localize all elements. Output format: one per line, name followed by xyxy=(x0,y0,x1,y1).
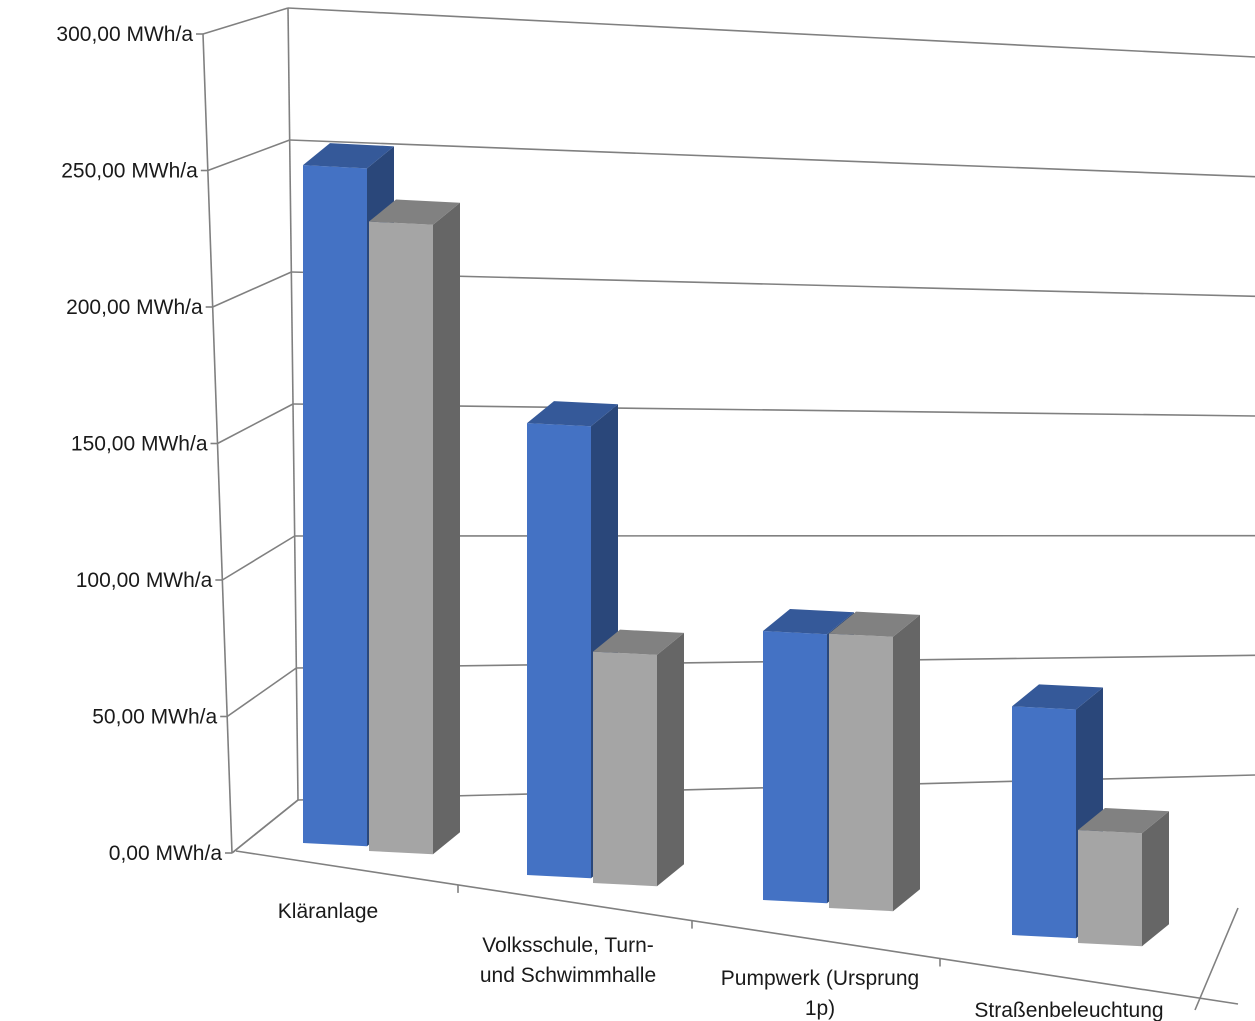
y-tick-label: 150,00 MWh/a xyxy=(71,433,208,456)
y-tick-label: 250,00 MWh/a xyxy=(61,160,198,183)
bar-top-face xyxy=(829,611,920,637)
bar-front-face xyxy=(303,165,367,847)
back-wall-gridline xyxy=(289,139,1255,178)
bar-front-face xyxy=(1078,830,1142,947)
y-tick-label: 300,00 MWh/a xyxy=(56,23,193,46)
side-wall-gridline xyxy=(212,271,292,308)
side-wall-gridline xyxy=(217,403,294,445)
bar-front-face xyxy=(527,423,591,879)
y-tick-label: 50,00 MWh/a xyxy=(92,706,217,729)
back-wall-gridline xyxy=(287,7,1255,58)
x-category-label: Pumpwerk (Ursprung xyxy=(721,967,919,990)
y-tick-label: 200,00 MWh/a xyxy=(66,296,203,319)
bar-side-face xyxy=(1142,811,1169,947)
bar-top-face xyxy=(369,199,460,225)
x-category-label: Straßenbeleuchtung xyxy=(974,999,1163,1021)
side-wall-gridline xyxy=(202,7,289,35)
bar-top-face xyxy=(1078,808,1169,834)
bar-side-face xyxy=(433,202,460,855)
category-labels: Kläranlage Volksschule, Turn-und Schwimmh… xyxy=(278,900,1164,1021)
bar-top-face xyxy=(527,401,618,427)
bar-top-face xyxy=(1012,684,1103,710)
y-tick-label: 0,00 MWh/a xyxy=(109,842,223,865)
bar-side-face xyxy=(893,614,920,912)
floor-right-edge xyxy=(1194,907,1239,1011)
side-wall-gridline xyxy=(226,667,297,718)
y-tick-labels: 0,00 MWh/a 50,00 MWh/a 100,00 MWh/a 150,00 … xyxy=(56,23,222,865)
side-wall-gridline xyxy=(221,535,296,581)
bar-front-face xyxy=(1012,706,1076,939)
x-category-label: 1p) xyxy=(805,997,835,1020)
x-category-label: und Schwimmhalle xyxy=(480,964,656,987)
bar-front-face xyxy=(829,633,893,912)
x-category-label: Kläranlage xyxy=(278,900,378,923)
bar-front-face xyxy=(763,631,827,904)
back-corner-line xyxy=(287,7,299,801)
axes xyxy=(196,7,1239,1011)
bar-front-face xyxy=(593,651,657,887)
x-axis-line xyxy=(235,850,1239,1005)
bars xyxy=(303,143,1169,947)
bar-top-face xyxy=(303,143,394,169)
bar-top-face xyxy=(593,629,684,655)
side-wall-gridline xyxy=(207,139,290,172)
x-category-label: Volksschule, Turn- xyxy=(482,934,654,957)
y-tick-label: 100,00 MWh/a xyxy=(76,569,213,592)
floor-left-edge xyxy=(231,799,299,854)
bar-front-face xyxy=(369,221,433,855)
bar-side-face xyxy=(657,632,684,887)
bar-top-face xyxy=(763,609,854,635)
